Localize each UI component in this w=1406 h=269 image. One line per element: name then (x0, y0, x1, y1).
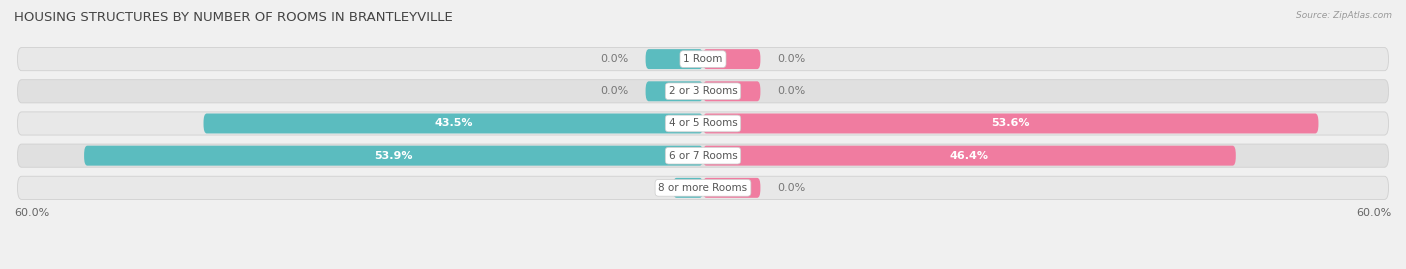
Text: 0.0%: 0.0% (778, 54, 806, 64)
Text: 60.0%: 60.0% (1357, 208, 1392, 218)
FancyBboxPatch shape (17, 112, 1389, 135)
Text: Source: ZipAtlas.com: Source: ZipAtlas.com (1296, 11, 1392, 20)
FancyBboxPatch shape (17, 176, 1389, 199)
Text: 2 or 3 Rooms: 2 or 3 Rooms (669, 86, 737, 96)
Text: 46.4%: 46.4% (950, 151, 988, 161)
FancyBboxPatch shape (703, 178, 761, 198)
Text: 0.0%: 0.0% (778, 183, 806, 193)
FancyBboxPatch shape (17, 48, 1389, 71)
FancyBboxPatch shape (703, 81, 761, 101)
Text: 0.0%: 0.0% (600, 86, 628, 96)
Text: 8 or more Rooms: 8 or more Rooms (658, 183, 748, 193)
Text: 1 Room: 1 Room (683, 54, 723, 64)
FancyBboxPatch shape (703, 146, 1236, 166)
FancyBboxPatch shape (645, 81, 703, 101)
Text: 0.0%: 0.0% (600, 54, 628, 64)
Text: 6 or 7 Rooms: 6 or 7 Rooms (669, 151, 737, 161)
Text: 4 or 5 Rooms: 4 or 5 Rooms (669, 118, 737, 129)
Text: 0.0%: 0.0% (778, 86, 806, 96)
Text: 60.0%: 60.0% (14, 208, 49, 218)
Text: 2.6%: 2.6% (672, 183, 703, 193)
Text: 53.9%: 53.9% (374, 151, 413, 161)
FancyBboxPatch shape (673, 178, 703, 198)
Text: 53.6%: 53.6% (991, 118, 1031, 129)
FancyBboxPatch shape (703, 49, 761, 69)
Text: HOUSING STRUCTURES BY NUMBER OF ROOMS IN BRANTLEYVILLE: HOUSING STRUCTURES BY NUMBER OF ROOMS IN… (14, 11, 453, 24)
FancyBboxPatch shape (204, 114, 703, 133)
FancyBboxPatch shape (17, 80, 1389, 103)
FancyBboxPatch shape (703, 114, 1319, 133)
FancyBboxPatch shape (84, 146, 703, 166)
Text: 43.5%: 43.5% (434, 118, 472, 129)
FancyBboxPatch shape (17, 144, 1389, 167)
FancyBboxPatch shape (645, 49, 703, 69)
